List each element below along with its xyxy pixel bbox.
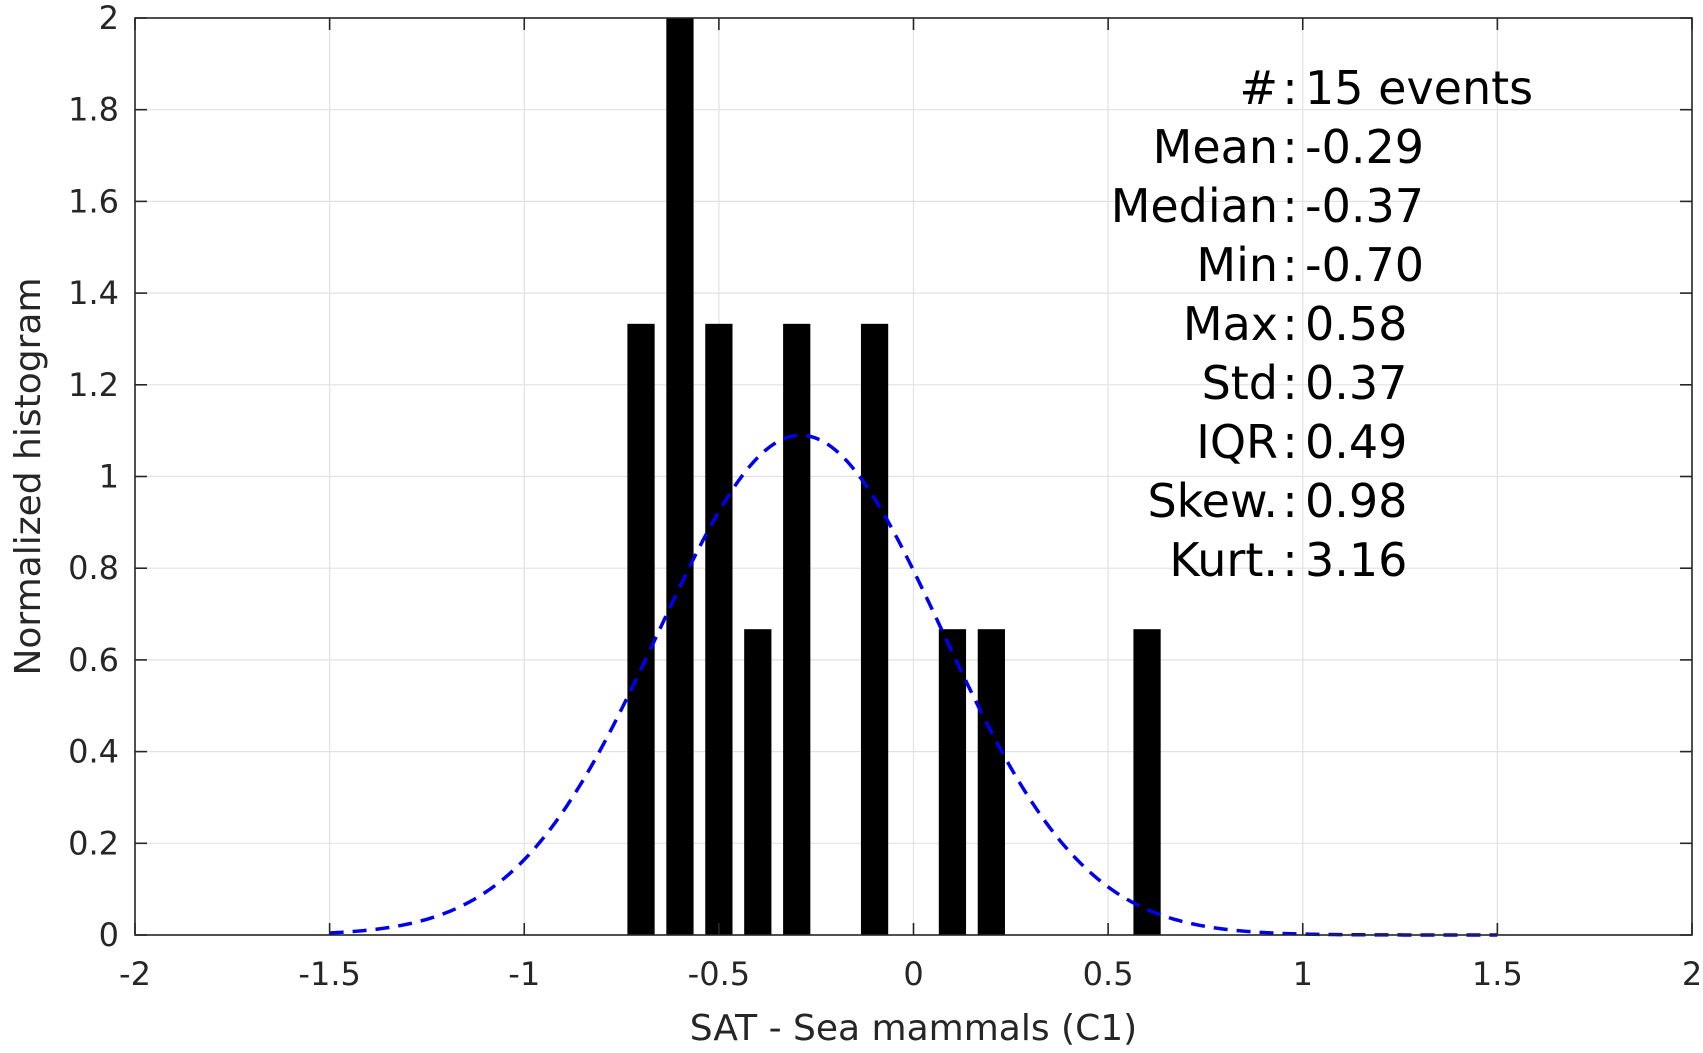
stats-separator-8: : [1282, 533, 1298, 587]
histogram-bar-3 [744, 629, 772, 935]
y-tick-label-2: 0.4 [68, 733, 119, 771]
y-tick-label-8: 1.6 [68, 182, 119, 220]
y-tick-label-4: 0.8 [68, 549, 119, 587]
stats-label-8: Kurt. [1169, 533, 1278, 587]
y-tick-label-0: 0 [99, 916, 119, 954]
stats-label-6: IQR [1196, 415, 1278, 469]
x-tick-label-4: 0 [903, 955, 923, 993]
stats-value-5: 0.37 [1305, 356, 1407, 410]
y-tick-label-3: 0.6 [68, 641, 119, 679]
stats-label-4: Max [1183, 297, 1278, 351]
x-tick-label-5: 0.5 [1083, 955, 1134, 993]
histogram-bar-4 [783, 323, 811, 936]
stats-separator-7: : [1282, 474, 1298, 528]
x-tick-label-3: -0.5 [688, 955, 750, 993]
histogram-bar-1 [666, 18, 694, 935]
stats-label-3: Min [1196, 238, 1278, 292]
y-tick-label-10: 2 [99, 0, 119, 37]
histogram-bar-7 [977, 629, 1005, 935]
y-tick-label-9: 1.8 [68, 91, 119, 129]
stats-value-7: 0.98 [1305, 474, 1407, 528]
histogram-bar-2 [705, 323, 733, 936]
y-tick-label-7: 1.4 [68, 274, 119, 312]
histogram-bar-6 [938, 629, 967, 935]
x-tick-label-1: -1.5 [298, 955, 360, 993]
stats-value-1: -0.29 [1305, 120, 1424, 174]
stats-value-3: -0.70 [1305, 238, 1424, 292]
histogram-bar-0 [627, 323, 655, 936]
bars [627, 18, 1161, 936]
stats-value-2: -0.37 [1305, 179, 1424, 233]
x-axis-label: SAT - Sea mammals (C1) [690, 1008, 1137, 1049]
stats-separator-0: : [1282, 61, 1298, 115]
stats-label-0: # [1239, 61, 1278, 115]
stats-separator-6: : [1282, 415, 1298, 469]
y-tick-label-1: 0.2 [68, 824, 119, 862]
stats-separator-4: : [1282, 297, 1298, 351]
stats-label-2: Median [1111, 179, 1278, 233]
x-tick-labels: -2 -1.5 -1 -0.5 0 0.5 1 1.5 2 [119, 955, 1702, 993]
x-tick-label-8: 2 [1682, 955, 1702, 993]
stats-value-4: 0.58 [1305, 297, 1407, 351]
x-tick-label-7: 1.5 [1472, 955, 1523, 993]
y-tick-label-5: 1 [99, 458, 119, 496]
stats-label-1: Mean [1153, 120, 1278, 174]
y-tick-label-6: 1.2 [68, 366, 119, 404]
stats-separator-5: : [1282, 356, 1298, 410]
x-tick-label-2: -1 [508, 955, 540, 993]
histogram-bar-8 [1133, 629, 1161, 935]
x-tick-label-0: -2 [119, 955, 151, 993]
stats-separator-2: : [1282, 179, 1298, 233]
stats-label-7: Skew. [1147, 474, 1278, 528]
y-axis-label: Normalized histogram [8, 277, 49, 675]
fit-curve [329, 433, 1498, 937]
histogram-bar-5 [860, 323, 889, 936]
stats-label-5: Std [1202, 356, 1278, 410]
x-tick-label-6: 1 [1293, 955, 1313, 993]
stats-separator-1: : [1282, 120, 1298, 174]
y-tick-labels: 0 0.2 0.4 0.6 0.8 1 1.2 1.4 1.6 1.8 2 [68, 0, 119, 954]
stats-separator-3: : [1282, 238, 1298, 292]
ticks [134, 17, 1693, 936]
grid [134, 17, 1693, 936]
stats-value-0: 15 events [1305, 61, 1533, 115]
stats-value-6: 0.49 [1305, 415, 1407, 469]
stats-value-8: 3.16 [1305, 533, 1407, 587]
